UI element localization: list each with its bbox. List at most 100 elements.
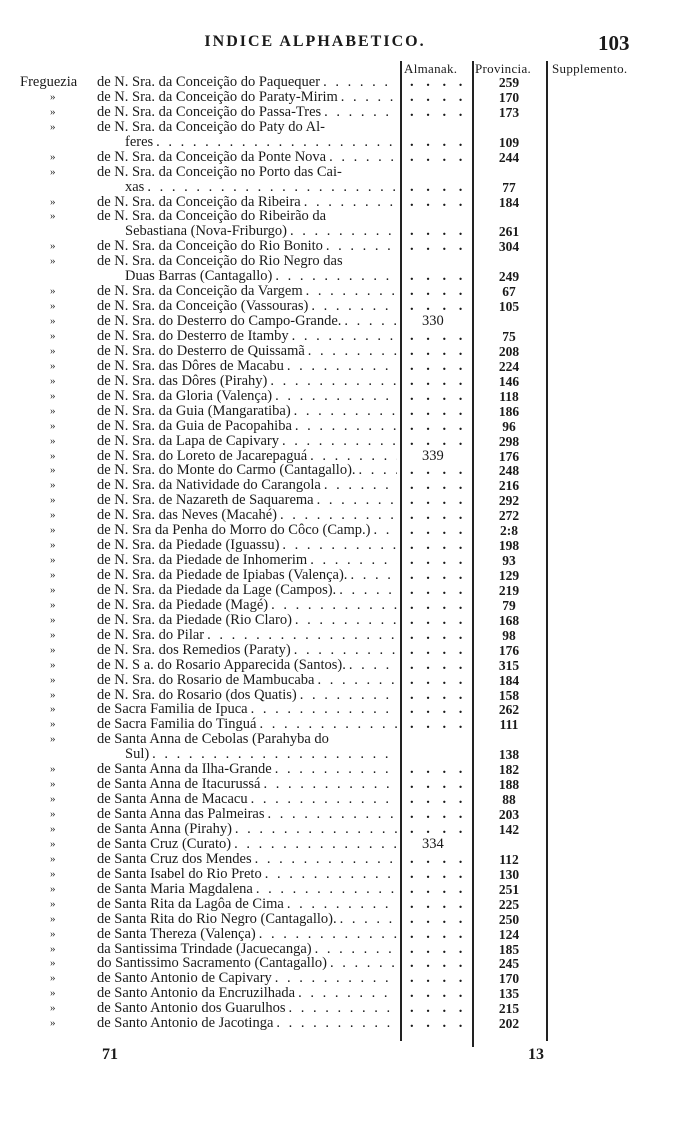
ditto-mark: » [50,897,56,910]
provincia-page: 168 [498,612,520,628]
ditto-mark: » [50,987,56,1000]
entry-text: de N. Sra. da Gloria (Valença) [97,388,273,404]
column-header-provincia: Provincia. [475,61,532,76]
entry-text: de N. Sra. do Monte do Carmo (Cantagallo… [97,463,356,479]
dot-leader: . . . . . . . . . . . . . . . . . . . . … [258,926,397,942]
entry-text: de N. Sra. do Loreto de Jacarepaguá [97,448,308,464]
index-row: » de N. Sra. da Conceição do Paty do Al- [0,120,683,135]
dot-leader: . . . . . . . . . . . . . . . . . . . . … [314,941,397,957]
entry-text: de N. Sra. da Piedade de Ipiabas (Valenç… [97,568,348,584]
entry-text: de N. Sra. da Piedade (Rio Claro) [97,612,292,628]
entry-text: de Santa Anna de Itacurussá [97,777,261,793]
ditto-mark: » [50,569,56,582]
empty-dots: . . . . [410,507,463,524]
provincia-page: 261 [498,224,520,240]
ditto-mark: » [50,494,56,507]
column-divider [546,61,548,1041]
ditto-mark: » [50,1002,56,1015]
provincia-page: 219 [498,582,520,598]
dot-leader: . . . . . . . . . . . . . . . . . . . . … [294,418,397,434]
index-row: » de N. Sra. da Conceição da Vargem. . . … [0,283,683,300]
dot-leader: . . . . . . . . . . . . . . . . . . . . … [316,493,397,509]
dot-leader: . . . . . . . . . . . . . . . . . . . . … [303,194,397,210]
footer-total-almanak: 71 [102,1046,118,1063]
empty-dots: . . . . [410,417,463,434]
index-row: » de N. Sra. da Conceição (Vassouras). . … [0,298,683,315]
index-row: » de N. Sra. da Gloria (Valença). . . . .… [0,388,683,404]
dot-leader: . . . . . . . . . . . . . . . . . . . . … [348,657,397,673]
index-row: » de Santa Rita do Rio Negro (Cantagallo)… [0,911,683,927]
empty-dots: . . . . [410,432,463,449]
ditto-mark: » [50,867,56,880]
index-row: » de N. Sra. da Conceição da Ponte Nova. … [0,149,683,165]
provincia-page: 77 [502,179,516,195]
entry-text: de Santo Antonio dos Guarulhos [97,1001,286,1017]
ditto-mark: » [50,613,56,626]
dot-leader: . . . . . . . . . . . . . . . . . . . . … [250,702,397,718]
page-title: INDICE ALPHABETICO. [204,33,426,50]
ditto-mark: » [50,718,56,731]
index-row: » de Santa Thereza (Valença). . . . . . .… [0,926,683,942]
empty-dots: . . . . [410,522,463,539]
provincia-page: 129 [498,568,520,584]
dot-leader: . . . . . . . . . . . . . . . . . . . . … [350,568,397,584]
entry-text: de Santa Anna (Pirahy) [97,822,232,837]
index-row: » de N. Sra. do Desterro de Itamby. . . .… [0,328,683,344]
dot-leader: . . . . . . . . . . . . . . . . . . . . … [340,89,397,105]
index-row: » de N. Sra. da Conceição do Paraty-Mirim… [0,89,683,105]
dot-leader: . . . . . . . . . . . . . . . . . . . . … [255,881,397,897]
index-row: » de Sacra Familia de Ipuca. . . . . . . … [0,702,683,718]
dot-leader: . . . . . . . . . . . . . . . . . . . . … [317,672,397,688]
ditto-mark: » [50,957,56,970]
empty-dots: . . . . [410,1015,463,1032]
provincia-page: 186 [498,403,520,419]
ditto-mark: » [50,703,56,716]
index-row: » de N. Sra. da Piedade (Rio Claro). . . … [0,612,683,628]
entry-text: de N. Sra da Penha do Morro do Côco (Cam… [97,523,371,539]
empty-dots: . . . . [410,940,463,957]
dot-leader: . . . . . . . . . . . . . . . . . . . . … [324,104,397,120]
index-row: » de N. Sra. da Conceição do Passa-Tres. … [0,104,683,120]
empty-dots: . . . . [410,283,463,300]
entry-text: de Sacra Familia de Ipuca [97,702,248,718]
ditto-mark: » [50,658,56,671]
empty-dots: . . . . [410,970,463,987]
index-row: Sul). . . . . . . . . . . . . . . . . . … [0,747,683,762]
empty-dots: . . . . [410,402,463,419]
entry-text: de N. Sra. da Conceição (Vassouras) [97,299,309,315]
provincia-page: 249 [498,269,520,285]
entry-prefix: Freguezia [20,74,78,90]
ditto-mark: » [50,165,56,178]
index-row: » de Santo Antonio de Capivary. . . . . .… [0,970,683,987]
entry-text: de Santa Thereza (Valença) [97,926,256,942]
dot-leader: . . . . . . . . . . . . . . . . . . . . … [259,717,398,733]
ditto-mark: » [50,285,56,298]
entry-text: de N. Sra. do Pilar [97,627,205,643]
provincia-page: 158 [498,687,520,703]
footer-total-provincia: 13 [528,1046,544,1063]
entry-text: xas [125,179,145,195]
index-row: feres. . . . . . . . . . . . . . . . . .… [0,134,683,150]
empty-dots: . . . . [410,1000,463,1017]
provincia-page: 170 [498,971,520,987]
entry-text: de Santa Anna das Palmeiras [97,807,265,823]
index-row: » de N. Sra. dos Remedios (Paraty). . . .… [0,642,683,658]
dot-leader: . . . . . . . . . . . . . . . . . . . . … [152,747,397,763]
provincia-page: 208 [498,343,520,359]
dot-leader: . . . . . . . . . . . . . . . . . . . . … [156,134,397,150]
provincia-page: 216 [498,478,520,494]
entry-text: de N. Sra. da Lapa de Capivary [97,433,279,449]
index-row: » de Santa Anna de Macacu. . . . . . . . … [0,792,683,808]
empty-dots: . . . . [410,298,463,315]
empty-dots: . . . . [410,850,463,867]
index-row: » de Santa Anna de Itacurussá. . . . . . … [0,777,683,793]
provincia-page: 130 [498,866,520,882]
index-row: » de N. Sra. das Dôres de Macabu. . . . .… [0,358,683,374]
entry-text: de Santa Anna da Ilha-Grande [97,762,272,778]
dot-leader: . . . . . . . . . . . . . . . . . . . . … [286,358,397,374]
index-row: » de N. Sra. da Conceição do Ribeirão da [0,209,683,224]
provincia-page: 75 [502,328,516,344]
empty-dots: . . . . [410,716,463,733]
entry-text: Sebastiana (Nova-Friburgo) [125,224,288,240]
provincia-page: 202 [498,1016,520,1032]
